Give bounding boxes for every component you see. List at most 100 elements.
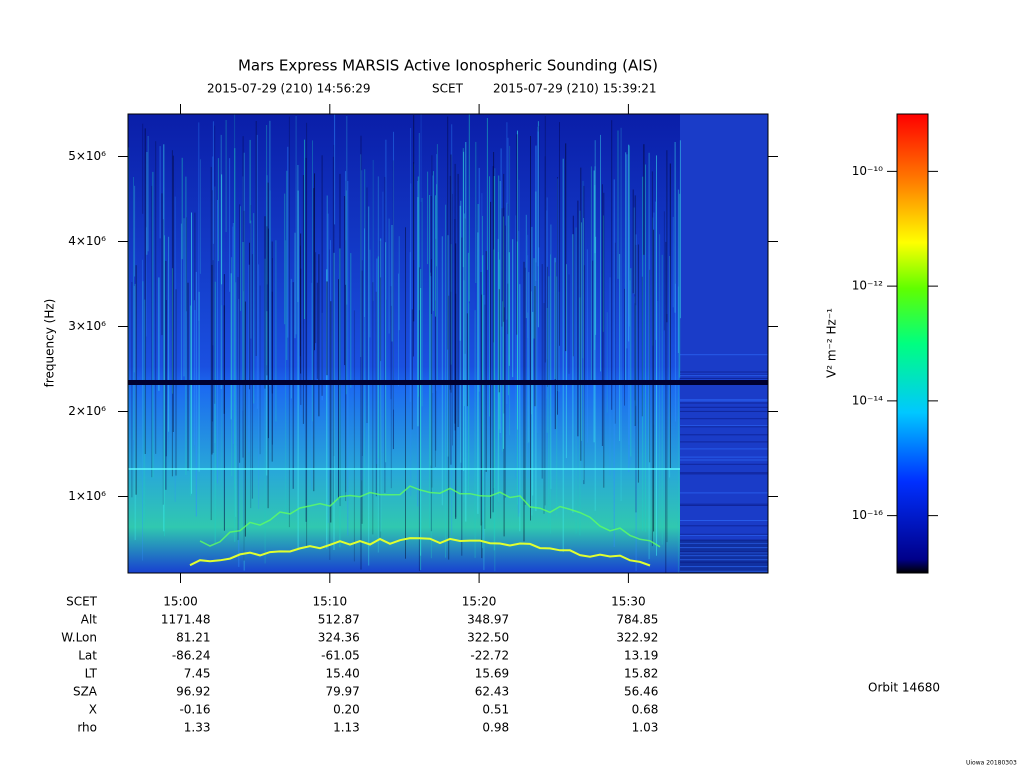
spectrogram-line	[680, 505, 768, 506]
spectrogram-streak	[506, 202, 508, 320]
spectrogram-streak	[626, 154, 628, 349]
spectrogram-streak	[546, 266, 548, 387]
spectrogram-streak	[430, 259, 432, 532]
ephemeris-value: 96.92	[176, 685, 210, 699]
spectrogram-streak	[266, 175, 268, 285]
spectrogram-streak	[532, 311, 534, 496]
spectrogram-streak	[600, 134, 601, 372]
spectrogram-streak	[643, 144, 645, 255]
spectrogram-streak	[239, 204, 241, 463]
spectrogram-streak	[266, 311, 268, 476]
spectrogram-streak	[332, 156, 334, 503]
ephemeris-value: 62.43	[475, 685, 509, 699]
spectrogram-streak	[379, 240, 381, 538]
spectrogram-streak	[297, 190, 299, 550]
spectrogram-streak	[315, 252, 317, 344]
spectrogram-streak	[297, 165, 299, 303]
spectrogram-streak	[318, 254, 320, 417]
ephemeris-value: 322.92	[616, 631, 658, 645]
spectrogram-streak	[628, 144, 630, 342]
spectrogram-line	[680, 406, 768, 408]
spectrogram-line	[680, 371, 768, 373]
spectrogram-streak	[361, 170, 363, 481]
spectrogram-line	[680, 503, 768, 505]
spectrogram-streak	[452, 193, 453, 446]
spectrogram-line	[680, 434, 768, 436]
ephemeris-value: 15.82	[624, 667, 658, 681]
spectrogram-streak	[211, 190, 213, 422]
spectrogram-streak	[164, 235, 165, 537]
spectrogram-streak	[535, 191, 537, 512]
spectrogram-streak	[380, 277, 382, 362]
spectrogram-streak	[361, 260, 363, 456]
spectrogram-streak	[665, 241, 667, 573]
spectrogram-streak	[413, 115, 415, 322]
credit: Uiowa 20180303	[966, 760, 1017, 767]
spectrogram-streak	[595, 236, 597, 335]
spectrogram-streak	[344, 196, 346, 366]
spectrogram-streak	[468, 303, 470, 480]
spectrogram-streak	[172, 268, 173, 394]
spectrogram-streak	[594, 166, 596, 254]
spectrogram-streak	[454, 163, 456, 431]
spectrogram-streak	[271, 241, 273, 462]
spectrogram-streak	[147, 136, 149, 252]
spectrogram-streak	[234, 148, 236, 542]
spectrogram-line	[680, 463, 768, 465]
spectrogram-streak	[346, 116, 348, 305]
spectrogram-streak	[583, 265, 585, 382]
spectrogram-streak	[663, 211, 665, 331]
spectrogram-streak	[519, 284, 521, 532]
spectrogram-line	[680, 459, 768, 461]
spectrogram	[128, 114, 768, 573]
spectrogram-streak	[448, 295, 450, 560]
spectrogram-streak	[258, 264, 260, 509]
spectrogram-cyan-line	[128, 468, 680, 470]
spectrogram-streak	[550, 254, 551, 534]
spectrogram-line	[680, 472, 768, 474]
spectrogram-streak	[232, 226, 234, 411]
spectrogram-streak	[503, 207, 505, 414]
spectrogram-streak	[339, 248, 341, 548]
spectrogram-streak	[501, 208, 503, 327]
ephemeris-value: 0.51	[482, 703, 509, 717]
spectrogram-streak	[568, 274, 570, 374]
spectrogram-streak	[155, 141, 157, 454]
x-tick-label: 15:00	[163, 595, 198, 609]
y-axis-label: frequency (Hz)	[43, 299, 57, 388]
ephemeris-value: 512.87	[318, 613, 360, 627]
spectrogram-streak	[581, 222, 582, 441]
spectrogram-streak	[602, 215, 604, 332]
x-tick-label: 15:30	[611, 595, 646, 609]
spectrogram-streak	[430, 314, 432, 559]
spectrogram-streak	[255, 121, 257, 356]
subtitle-label: SCET	[432, 82, 464, 96]
spectrogram-streak	[625, 152, 627, 383]
spectrogram-streak	[248, 264, 250, 453]
spectrogram-streak	[185, 176, 187, 476]
spectrogram-line	[680, 555, 768, 557]
spectrogram-line	[680, 559, 768, 561]
spectrogram-streak	[586, 249, 588, 443]
ephemeris-value: 322.50	[467, 631, 509, 645]
spectrogram-streak	[590, 166, 592, 383]
spectrogram-streak	[557, 178, 559, 391]
spectrogram-streak	[531, 226, 533, 516]
spectrogram-streak	[133, 285, 135, 373]
spectrogram-streak	[656, 155, 657, 556]
spectrogram-streak	[372, 159, 374, 301]
spectrogram-streak	[572, 234, 574, 513]
spectrogram-streak	[507, 137, 509, 284]
spectrogram-line	[680, 354, 768, 356]
spectrogram-streak	[642, 176, 644, 531]
spectrogram-streak	[135, 265, 137, 495]
ephemeris-value: -0.16	[179, 703, 210, 717]
spectrogram-streak	[237, 277, 239, 541]
spectrogram-streak	[624, 288, 625, 406]
spectrogram-streak	[212, 121, 214, 244]
spectrogram-streak	[601, 184, 603, 447]
spectrogram-streak	[535, 145, 537, 263]
spectrogram-streak	[606, 312, 608, 413]
y-tick-label: 5×10⁶	[68, 149, 106, 163]
